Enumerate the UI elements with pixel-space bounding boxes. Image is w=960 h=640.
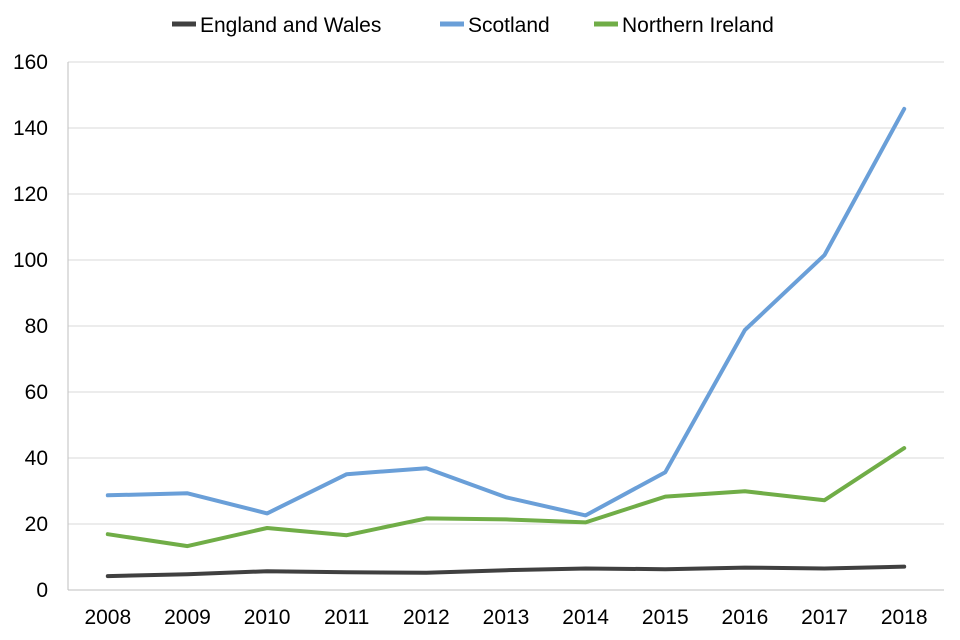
x-tick-label: 2010	[244, 606, 291, 629]
gridlines	[68, 61, 944, 525]
x-tick-label: 2015	[642, 606, 689, 629]
y-axis: 0 20 40 60 80 100 120 140 160	[13, 51, 944, 602]
series-line-england-and-wales	[105, 564, 907, 579]
x-tick-label: 2018	[881, 606, 928, 629]
y-tick-label: 80	[25, 315, 48, 338]
x-tick-label: 2017	[801, 606, 848, 629]
y-tick-label: 160	[13, 51, 48, 74]
legend: England and Wales Scotland Northern Irelan…	[172, 14, 774, 37]
series-line-scotland	[105, 106, 907, 518]
y-tick-label: 60	[25, 381, 48, 404]
x-tick-label: 2016	[722, 606, 769, 629]
x-tick-label: 2014	[562, 606, 609, 629]
series-line-northern-ireland	[105, 446, 907, 549]
x-axis: 2008 2009 2010 2011 2012 2013 2014 2015 2016 2017…	[84, 606, 927, 629]
series-group	[105, 106, 907, 579]
y-tick-label: 140	[13, 117, 48, 140]
y-tick-label: 100	[13, 249, 48, 272]
x-tick-label: 2008	[84, 606, 131, 629]
x-tick-label: 2009	[164, 606, 211, 629]
legend-label: Scotland	[468, 14, 550, 37]
y-tick-label: 20	[25, 513, 48, 536]
y-tick-label: 40	[25, 447, 48, 470]
x-tick-label: 2012	[403, 606, 450, 629]
x-tick-label: 2013	[483, 606, 530, 629]
x-tick-label: 2011	[324, 606, 369, 629]
legend-label: Northern Ireland	[622, 14, 774, 37]
y-tick-label: 0	[36, 579, 48, 602]
legend-label: England and Wales	[200, 14, 381, 37]
y-tick-label: 120	[13, 183, 48, 206]
